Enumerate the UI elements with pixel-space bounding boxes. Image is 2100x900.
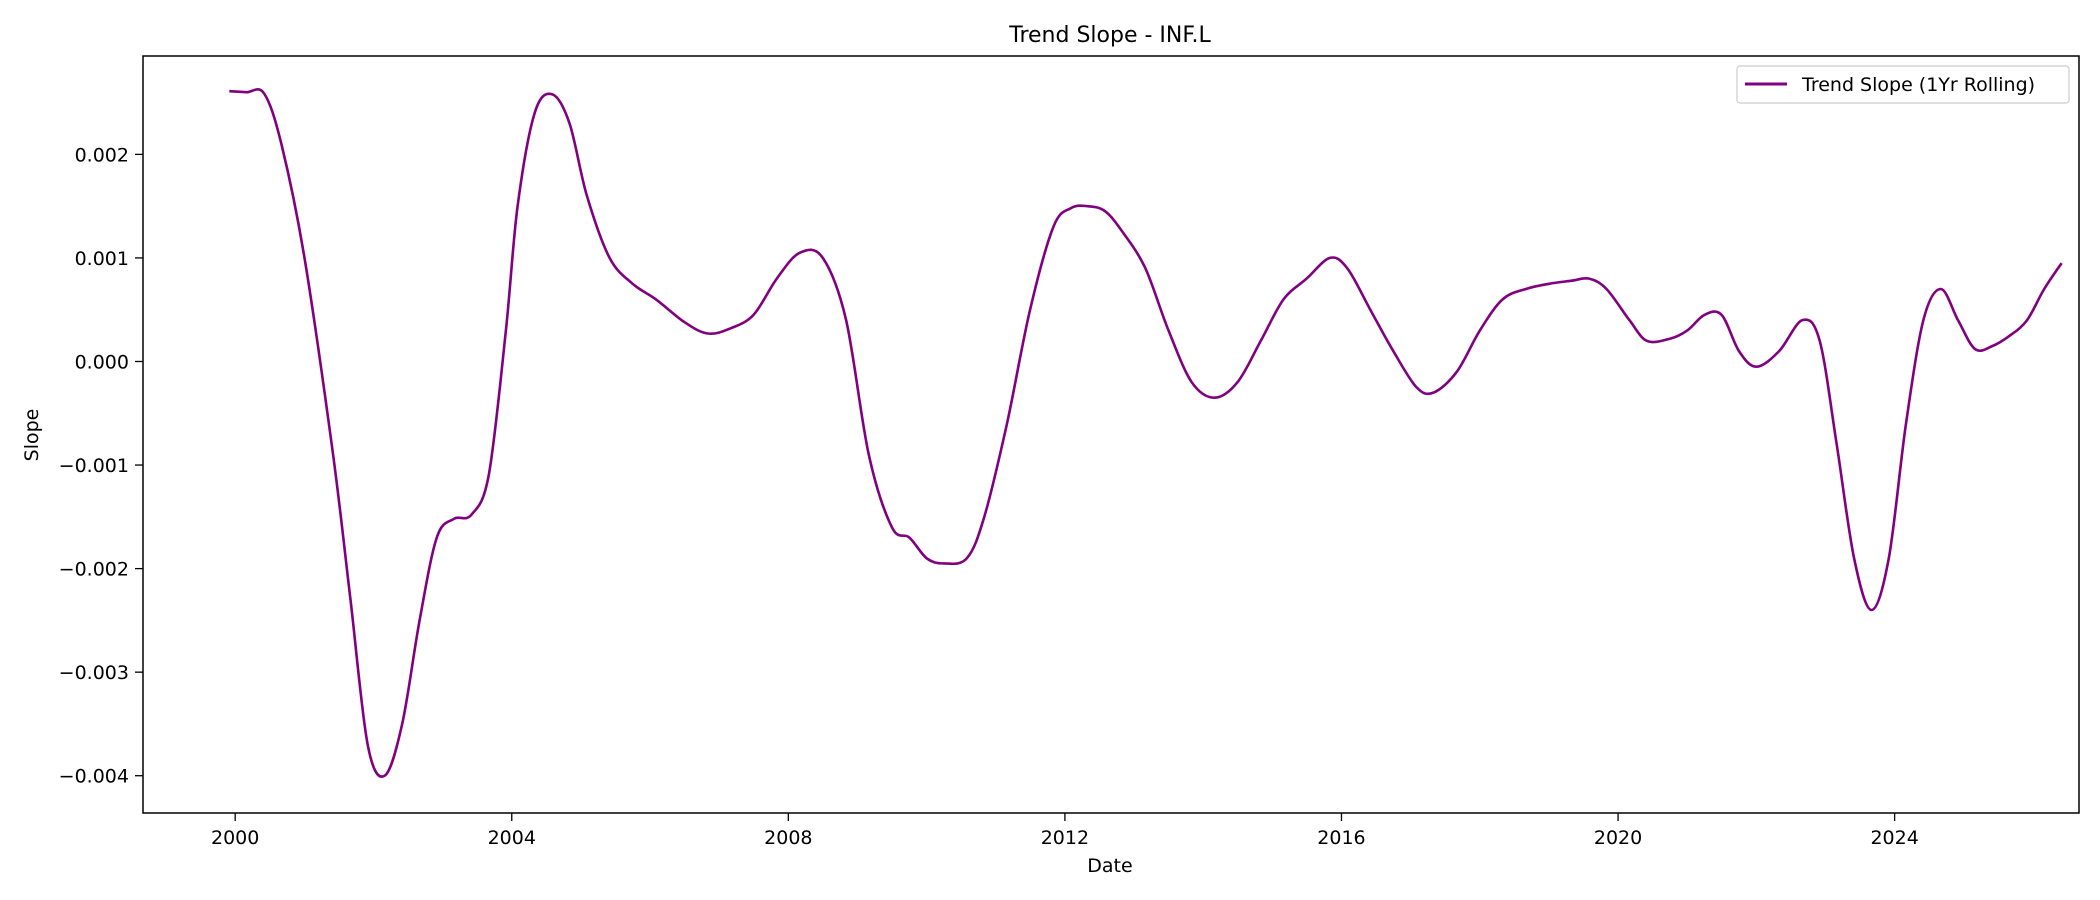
series-line-trend-slope	[229, 87, 2063, 778]
x-tick-label: 2004	[488, 827, 536, 849]
y-tick-label: −0.003	[59, 662, 129, 684]
x-tick-label: 2016	[1317, 827, 1365, 849]
plot-area	[142, 55, 2080, 814]
y-axis: −0.004 −0.003 −0.002 −0.001 0.000 0.001 0.002	[59, 144, 143, 788]
legend-label: Trend Slope (1Yr Rolling)	[1801, 74, 2035, 96]
x-tick-label: 2008	[764, 827, 812, 849]
x-tick-label: 2020	[1594, 827, 1642, 849]
y-tick-label: 0.002	[75, 144, 129, 166]
x-tick-label: 2000	[211, 827, 259, 849]
legend-box	[1736, 65, 2070, 104]
x-tick-label: 2012	[1041, 827, 1089, 849]
y-tick-label: −0.004	[59, 766, 129, 788]
x-axis-label: Date	[1087, 855, 1132, 877]
x-axis: 2000 2004 2008 2012 2016 2020 2024	[211, 813, 1919, 849]
x-tick-label: 2024	[1870, 827, 1918, 849]
y-tick-label: −0.002	[59, 559, 129, 581]
chart-title: Trend Slope - INF.L	[1008, 23, 1211, 48]
y-tick-label: −0.001	[59, 455, 129, 477]
y-tick-label: 0.000	[75, 351, 129, 373]
legend: Trend Slope (1Yr Rolling)	[1736, 65, 2070, 104]
series-layer	[229, 87, 2063, 778]
y-tick-label: 0.001	[75, 248, 129, 270]
y-axis-label: Slope	[21, 409, 43, 462]
